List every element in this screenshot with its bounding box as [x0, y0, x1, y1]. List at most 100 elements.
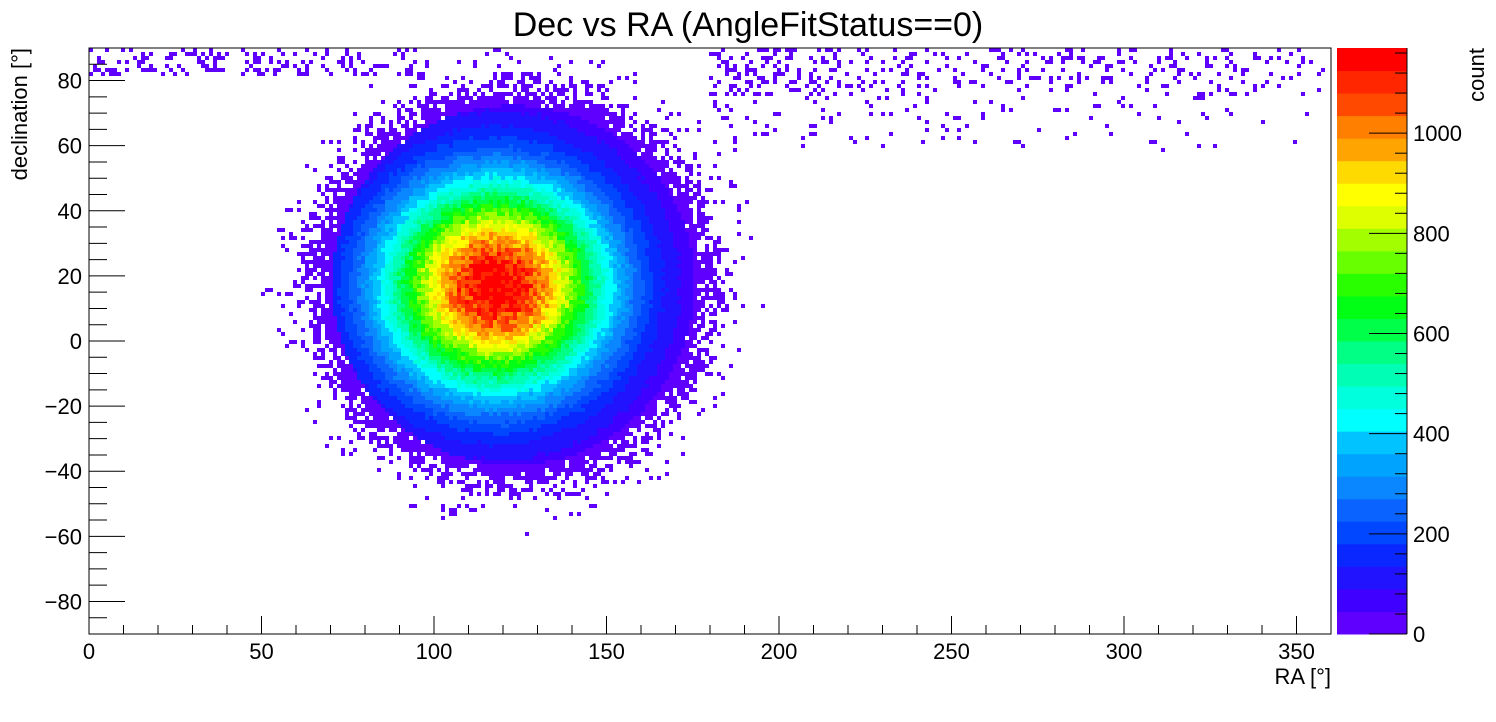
heatmap-cell	[545, 284, 549, 288]
heatmap-cell	[437, 280, 441, 284]
heatmap-cell	[449, 248, 453, 252]
heatmap-cell	[849, 92, 853, 96]
heatmap-cell	[1109, 132, 1113, 136]
heatmap-cell	[677, 184, 681, 188]
heatmap-cell	[1001, 108, 1005, 112]
heatmap-cell	[337, 292, 341, 296]
heatmap-cell	[573, 280, 577, 284]
heatmap-cell	[341, 220, 345, 224]
heatmap-cell	[625, 232, 629, 236]
heatmap-cell	[441, 144, 445, 148]
heatmap-cell	[1021, 48, 1025, 52]
heatmap-cell	[633, 216, 637, 220]
heatmap-cell	[645, 224, 649, 228]
heatmap-cell	[593, 124, 597, 128]
heatmap-cell	[609, 288, 613, 292]
heatmap-cell	[401, 236, 405, 240]
heatmap-cell	[541, 132, 545, 136]
heatmap-cell	[433, 176, 437, 180]
heatmap-cell	[625, 256, 629, 260]
heatmap-cell	[1089, 116, 1093, 120]
heatmap-cell	[733, 136, 737, 140]
heatmap-cell	[433, 100, 437, 104]
heatmap-cell	[645, 204, 649, 208]
heatmap-cell	[353, 68, 357, 72]
heatmap-cell	[361, 232, 365, 236]
heatmap-cell	[589, 228, 593, 232]
heatmap-cell	[1253, 88, 1257, 92]
heatmap-cell	[705, 200, 709, 204]
heatmap-cell	[501, 124, 505, 128]
heatmap-cell	[533, 188, 537, 192]
heatmap-cell	[585, 176, 589, 180]
heatmap-cell	[317, 216, 321, 220]
heatmap-cell	[373, 160, 377, 164]
heatmap-cell	[525, 96, 529, 100]
heatmap-cell	[517, 192, 521, 196]
heatmap-cell	[721, 48, 725, 52]
heatmap-cell	[533, 184, 537, 188]
heatmap-cell	[569, 248, 573, 252]
heatmap-cell	[521, 280, 525, 284]
heatmap-cell	[557, 220, 561, 224]
heatmap-cell	[645, 212, 649, 216]
heatmap-cell	[517, 120, 521, 124]
heatmap-cell	[653, 156, 657, 160]
heatmap-cell	[353, 196, 357, 200]
heatmap-cell	[573, 184, 577, 188]
heatmap-cell	[393, 232, 397, 236]
heatmap-cell	[597, 164, 601, 168]
heatmap-cell	[481, 196, 485, 200]
heatmap-cell	[369, 260, 373, 264]
heatmap-cell	[621, 232, 625, 236]
heatmap-cell	[1045, 60, 1049, 64]
heatmap-cell	[545, 176, 549, 180]
heatmap-cell	[561, 108, 565, 112]
heatmap-cell	[561, 132, 565, 136]
heatmap-cell	[441, 172, 445, 176]
heatmap-cell	[1001, 68, 1005, 72]
heatmap-cell	[693, 192, 697, 196]
heatmap-cell	[349, 216, 353, 220]
heatmap-cell	[389, 200, 393, 204]
heatmap-cell	[569, 288, 573, 292]
heatmap-cell	[105, 68, 109, 72]
heatmap-cell	[461, 132, 465, 136]
heatmap-cell	[345, 212, 349, 216]
heatmap-cell	[421, 244, 425, 248]
heatmap-cell	[497, 276, 501, 280]
heatmap-cell	[621, 116, 625, 120]
heatmap-cell	[601, 148, 605, 152]
heatmap-cell	[369, 248, 373, 252]
heatmap-cell	[673, 244, 677, 248]
heatmap-cell	[409, 284, 413, 288]
heatmap-cell	[525, 216, 529, 220]
heatmap-cell	[645, 216, 649, 220]
heatmap-cell	[597, 104, 601, 108]
heatmap-cell	[437, 236, 441, 240]
heatmap-cell	[385, 240, 389, 244]
heatmap-cell	[537, 140, 541, 144]
heatmap-cell	[497, 160, 501, 164]
heatmap-cell	[485, 244, 489, 248]
heatmap-cell	[797, 72, 801, 76]
heatmap-cell	[461, 120, 465, 124]
heatmap-cell	[773, 52, 777, 56]
heatmap-cell	[485, 212, 489, 216]
heatmap-cell	[425, 248, 429, 252]
heatmap-cell	[441, 200, 445, 204]
heatmap-cell	[369, 276, 373, 280]
heatmap-cell	[665, 192, 669, 196]
heatmap-cell	[357, 240, 361, 244]
heatmap-cell	[445, 292, 449, 296]
heatmap-cell	[661, 168, 665, 172]
heatmap-cell	[881, 80, 885, 84]
heatmap-cell	[553, 148, 557, 152]
heatmap-cell	[661, 236, 665, 240]
heatmap-cell	[365, 212, 369, 216]
heatmap-cell	[429, 116, 433, 120]
heatmap-cell	[617, 260, 621, 264]
heatmap-cell	[429, 268, 433, 272]
heatmap-cell	[705, 236, 709, 240]
heatmap-cell	[465, 132, 469, 136]
